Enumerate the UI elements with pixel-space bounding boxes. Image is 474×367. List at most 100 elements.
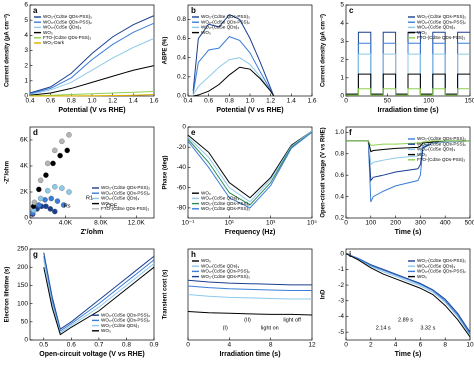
data-point: [59, 185, 65, 191]
x-axis-label: Time (s): [395, 351, 422, 358]
series-line: [29, 22, 155, 95]
panel-label: g: [33, 250, 38, 259]
y-axis-label: Phase (deg): [163, 155, 169, 189]
data-point: [57, 152, 63, 159]
x-axis-label: Potential (V vs RHE): [216, 107, 283, 114]
series-line: [187, 294, 312, 300]
legend-label: WO₃-(CdSe QDs-PSS)₃: [417, 136, 466, 141]
legend-label: WO₃-(CdSe QDs-PSS)₂: [201, 269, 250, 274]
y-tick-label: 0.0: [177, 93, 186, 100]
y-tick-label: 6K: [20, 137, 29, 144]
data-point: [66, 132, 72, 138]
x-tick-label: 10⁻¹: [182, 220, 196, 227]
series-line: [345, 253, 471, 334]
y-tick-label: 200: [17, 264, 28, 271]
annotation: light off: [283, 317, 301, 323]
x-tick-label: 10³: [266, 220, 276, 227]
legend-label: WO₃: [417, 30, 427, 35]
y-tick-label: 0: [340, 93, 344, 100]
y-axis-label: -Z''/ohm: [5, 161, 11, 184]
series-line: [29, 15, 155, 94]
y-axis-label: lnD: [321, 289, 327, 299]
y-tick-label: 3: [340, 38, 344, 45]
panel-label: b: [191, 6, 196, 15]
series-line: [43, 252, 155, 330]
y-tick-label: 50: [21, 319, 29, 326]
annotation: CPE: [106, 203, 118, 209]
legend-label: WO₃: [101, 328, 111, 333]
x-tick-label: 2: [369, 342, 373, 349]
legend-label: WO₃: [201, 190, 211, 195]
series-line: [346, 88, 470, 96]
series-line: [29, 37, 155, 95]
x-axis-label: Irradiation time (s): [377, 107, 438, 114]
plot-frame: [345, 248, 471, 341]
x-tick-label: 0: [28, 220, 32, 227]
plot-frame: [345, 4, 471, 97]
x-tick-label: 1.6: [149, 98, 158, 105]
y-tick-label: 0: [182, 124, 186, 131]
x-tick-label: 1.6: [307, 98, 316, 105]
x-tick-label: 0.9: [149, 342, 158, 349]
panel-label: c: [349, 6, 354, 15]
legend-label: WO₃: [201, 258, 211, 263]
x-tick-label: 0.4: [25, 98, 34, 105]
series-line: [192, 36, 275, 97]
data-point: [54, 198, 61, 204]
plot-frame: [345, 126, 471, 219]
x-tick-label: 0: [344, 342, 348, 349]
x-tick-label: 0.8: [225, 98, 234, 105]
x-tick-label: 10¹: [225, 220, 235, 227]
x-tick-label: 4: [228, 342, 232, 349]
legend-label: WO₃-(CdSe QDs-PSS)₃: [43, 14, 92, 19]
x-tick-label: 0: [344, 220, 348, 227]
series-line: [187, 311, 313, 316]
y-tick-label: -40: [177, 164, 187, 171]
x-tick-label: 10⁵: [307, 220, 317, 227]
x-tick-label: 0.6: [67, 342, 76, 349]
x-tick-label: 0.7: [94, 342, 103, 349]
y-tick-label: 0.8: [335, 150, 344, 157]
data-point: [48, 195, 55, 202]
x-tick-label: 500: [465, 220, 474, 227]
x-tick-label: 0.8: [122, 342, 131, 349]
legend-label: WO₃: [201, 30, 211, 35]
series-line: [43, 256, 155, 332]
x-tick-label: 1.4: [287, 98, 296, 105]
series-line: [346, 140, 471, 166]
legend-label: WO₃-(CdSe QDs)₃: [417, 147, 455, 152]
y-tick-label: 0.2: [177, 74, 186, 81]
legend-label: WO₃-(CdSe QDs-PSS)₃: [201, 274, 250, 279]
legend-label: WO₃-(CdSe QDs)₃: [201, 196, 239, 201]
x-tick-label: 0: [186, 342, 190, 349]
legend-label: WO₃: [417, 152, 427, 157]
y-tick-label: 250: [17, 246, 28, 253]
x-tick-label: 12: [308, 342, 316, 349]
x-tick-label: 150: [465, 98, 474, 105]
x-tick-label: 100: [423, 98, 434, 105]
y-tick-label: -2: [338, 282, 344, 289]
y-tick-label: 5: [24, 17, 28, 24]
data-point: [44, 187, 51, 194]
x-tick-label: 0.8: [67, 98, 76, 105]
legend-label: WO₃-(CdSe QDs)₃: [101, 323, 139, 328]
data-point: [52, 184, 58, 190]
x-axis-label: Open-circuit voltage (V vs RHE): [39, 351, 144, 358]
y-tick-label: 2K: [20, 189, 29, 196]
panel-label: e: [191, 128, 196, 137]
panel-label: h: [191, 250, 196, 259]
legend-label: WO₃-(CdSe QDs-PSS)₂: [417, 141, 466, 146]
y-tick-label: 4K: [20, 163, 29, 170]
annotation: Rs: [64, 203, 71, 209]
y-tick-label: 0.6: [335, 172, 344, 179]
y-tick-label: -1: [338, 266, 344, 273]
x-axis-label: Potential (V vs RHE): [58, 107, 125, 114]
data-point: [60, 202, 67, 208]
y-tick-label: -4: [338, 313, 344, 320]
legend-label: WO₃: [417, 274, 427, 279]
legend-label: WO₃-(CdSe QDs)₃: [101, 196, 139, 201]
y-tick-label: 150: [17, 282, 28, 289]
x-axis-label: Irradiation time (s): [219, 351, 280, 358]
series-line: [187, 131, 313, 209]
data-point: [44, 160, 51, 167]
